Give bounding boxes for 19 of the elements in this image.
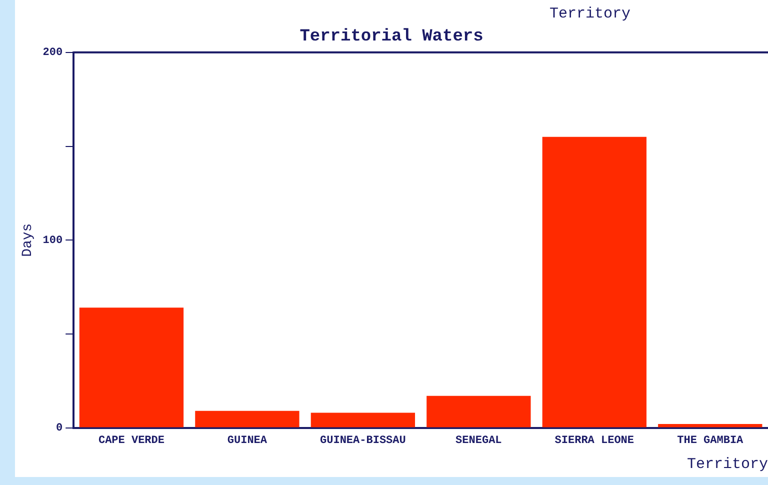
x-tick-label: CAPE VERDE: [98, 435, 165, 448]
bar: [79, 308, 184, 428]
y-axis-title: Days: [20, 223, 36, 257]
y-tick-label: 100: [42, 234, 63, 247]
y-tick-label: 0: [56, 422, 63, 435]
x-tick-label: GUINEA: [227, 435, 268, 448]
x-tick-label: THE GAMBIA: [677, 435, 744, 448]
bar: [542, 136, 646, 428]
bar: [195, 410, 300, 428]
x-tick-label: SENEGAL: [456, 435, 502, 448]
y-tick-label: 200: [42, 47, 63, 60]
text: Territory: [549, 5, 631, 22]
x-tick-label: GUINEA-BISSAU: [320, 435, 406, 448]
bar: [658, 424, 762, 428]
bar: [310, 412, 416, 428]
chart-title: Territorial Waters: [300, 27, 484, 46]
x-tick-label: SIERRA LEONE: [554, 435, 634, 448]
bar: [426, 396, 531, 428]
x-axis-title: Territory: [686, 456, 768, 473]
